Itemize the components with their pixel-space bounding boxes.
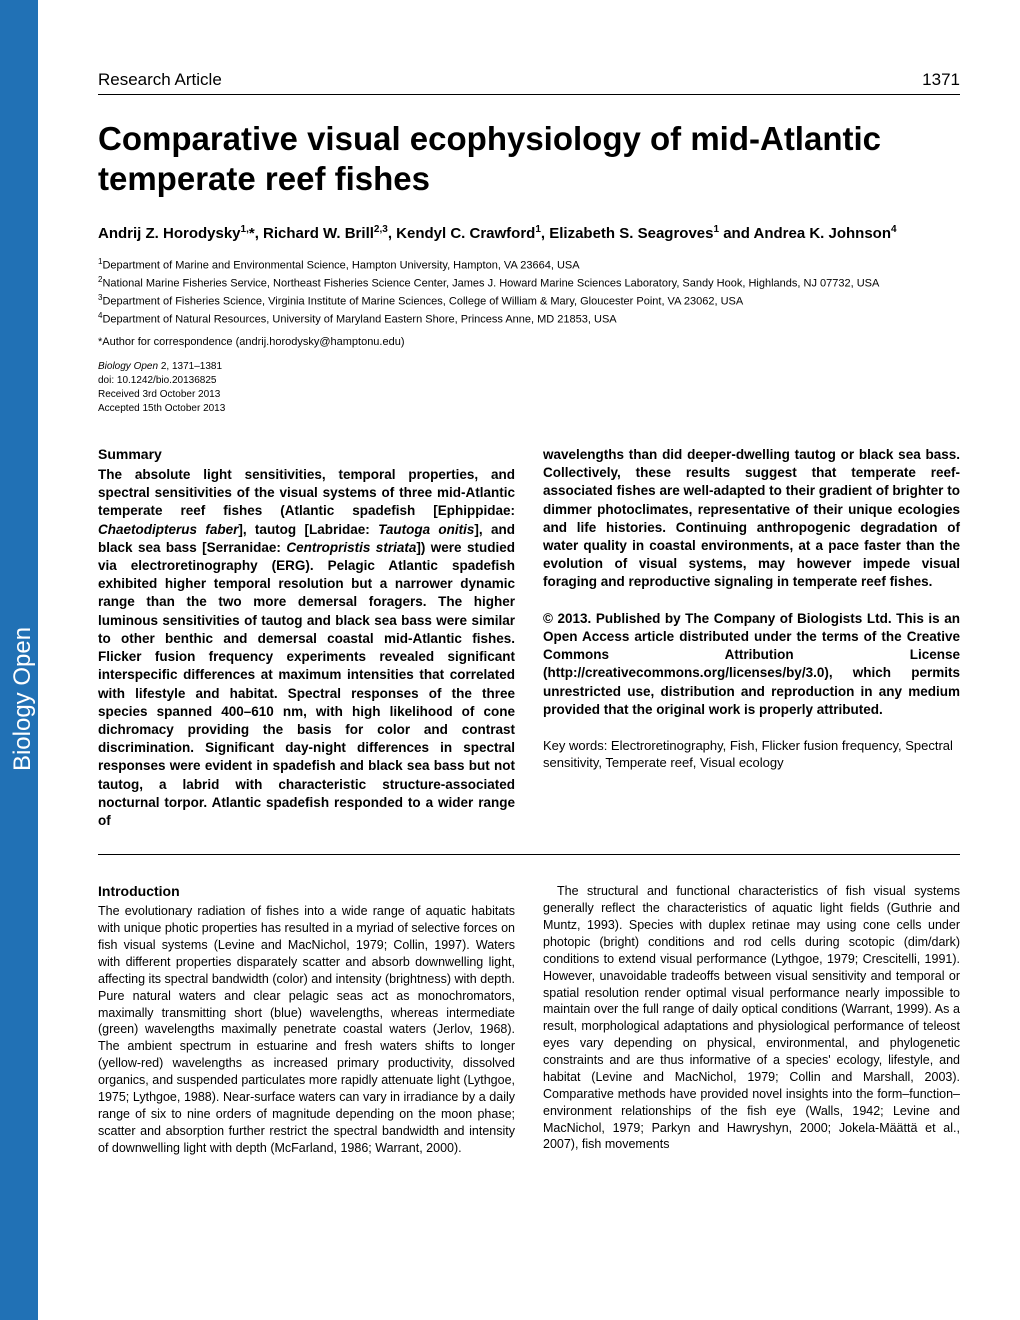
meta-pages: 2, 1371–1381 (161, 361, 222, 372)
summary-col-right: wavelengths than did deeper-dwelling tau… (543, 446, 960, 830)
intro-columns: Introduction The evolutionary radiation … (98, 883, 960, 1156)
intro-heading: Introduction (98, 883, 515, 899)
license-text: © 2013. Published by The Company of Biol… (543, 610, 960, 719)
authors: Andrij Z. Horodysky1,*, Richard W. Brill… (98, 222, 960, 246)
section-divider (98, 854, 960, 855)
summary-text-right: wavelengths than did deeper-dwelling tau… (543, 446, 960, 592)
page-number: 1371 (922, 70, 960, 90)
intro-col-right: The structural and functional characteri… (543, 883, 960, 1156)
intro-col-left: Introduction The evolutionary radiation … (98, 883, 515, 1156)
journal-side-label: Biology Open (9, 624, 37, 774)
summary-heading: Summary (98, 446, 515, 462)
summary-col-left: Summary The absolute light sensitivities… (98, 446, 515, 830)
correspondence: *Author for correspondence (andrij.horod… (98, 336, 960, 348)
keywords: Key words: Electroretinography, Fish, Fl… (543, 737, 960, 772)
meta-accepted: Accepted 15th October 2013 (98, 403, 225, 414)
intro-text-left: The evolutionary radiation of fishes int… (98, 903, 515, 1156)
summary-text-left: The absolute light sensitivities, tempor… (98, 466, 515, 830)
intro-text-right: The structural and functional characteri… (543, 883, 960, 1153)
article-title: Comparative visual ecophysiology of mid-… (98, 119, 960, 198)
meta-received: Received 3rd October 2013 (98, 389, 220, 400)
article-type: Research Article (98, 70, 222, 90)
meta-journal: Biology Open (98, 361, 158, 372)
header-row: Research Article 1371 (98, 70, 960, 95)
article-meta: Biology Open 2, 1371–1381 doi: 10.1242/b… (98, 360, 960, 416)
journal-side-tab: Biology Open (0, 0, 38, 1320)
summary-columns: Summary The absolute light sensitivities… (98, 446, 960, 830)
page-content: Research Article 1371 Comparative visual… (38, 0, 1020, 1220)
meta-doi: doi: 10.1242/bio.20136825 (98, 375, 216, 386)
affiliations: 1Department of Marine and Environmental … (98, 256, 960, 328)
